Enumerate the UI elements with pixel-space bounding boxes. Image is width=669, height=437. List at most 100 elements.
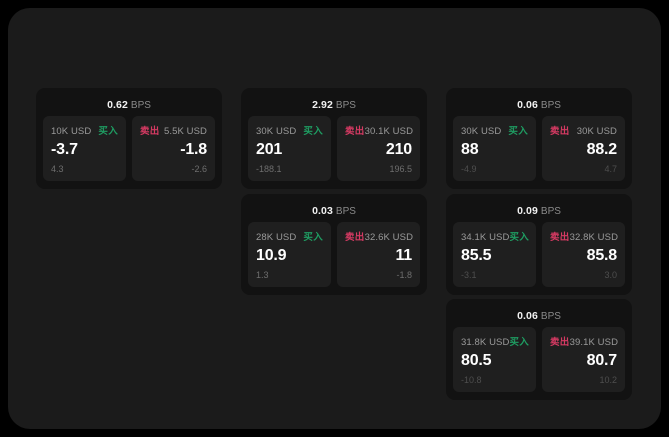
- quote-card[interactable]: 0.03 BPS 28K USD 买入 10.9 1.3: [241, 194, 427, 295]
- bps-value: 0.06: [517, 99, 538, 111]
- buy-quantity: 34.1K USD: [461, 232, 510, 243]
- card-sides: 28K USD 买入 10.9 1.3 卖出 32.6K USD: [248, 222, 420, 287]
- buy-price: 10.9: [256, 247, 287, 264]
- bps-unit-label: BPS: [540, 100, 561, 111]
- buy-delta: 4.3: [51, 164, 64, 174]
- card-header: 2.92 BPS: [248, 95, 420, 112]
- quote-card[interactable]: 0.06 BPS 31.8K USD 买入 80.5 -10.8: [446, 299, 632, 400]
- bps-value: 0.09: [517, 205, 538, 217]
- buy-price: -3.7: [51, 141, 78, 158]
- quote-slot-c3r1: 0.06 BPS 30K USD 买入 88 -4.9: [446, 88, 632, 189]
- sell-tag: 卖出: [550, 232, 570, 243]
- buy-side-panel[interactable]: 10K USD 买入 -3.7 4.3: [43, 116, 126, 181]
- sell-side-panel[interactable]: 卖出 5.5K USD -1.8 -2.6: [132, 116, 215, 181]
- buy-side-header: 34.1K USD 买入: [461, 229, 530, 243]
- bps-unit-label: BPS: [335, 206, 356, 217]
- sell-side-panel[interactable]: 卖出 30K USD 88.2 4.7: [542, 116, 625, 181]
- sell-price: 210: [385, 141, 412, 158]
- sell-quantity: 32.6K USD: [364, 232, 414, 243]
- buy-quantity: 28K USD: [256, 232, 297, 243]
- buy-side-header: 10K USD 买入: [51, 123, 118, 137]
- bps-value: 2.92: [312, 99, 333, 111]
- quote-card[interactable]: 0.62 BPS 10K USD 买入 -3.7 4.3: [36, 88, 222, 189]
- sell-tag: 卖出: [345, 232, 365, 243]
- sell-price: 88.2: [586, 141, 618, 158]
- quote-card[interactable]: 2.92 BPS 30K USD 买入 201 -188.1: [241, 88, 427, 189]
- card-header: 0.06 BPS: [453, 95, 625, 112]
- bps-unit-label: BPS: [335, 100, 356, 111]
- sell-side-header: 卖出 30.1K USD: [345, 123, 414, 137]
- card-sides: 30K USD 买入 88 -4.9 卖出 30K USD: [453, 116, 625, 181]
- buy-side-panel[interactable]: 30K USD 买入 201 -188.1: [248, 116, 331, 181]
- buy-quantity: 10K USD: [51, 126, 92, 137]
- quote-card[interactable]: 0.09 BPS 34.1K USD 买入 85.5 -3.1: [446, 194, 632, 295]
- sell-price: 11: [395, 247, 412, 264]
- sell-delta: 3.0: [604, 270, 617, 280]
- buy-tag: 买入: [98, 126, 118, 137]
- sell-quantity: 30.1K USD: [364, 126, 414, 137]
- bps-value: 0.62: [107, 99, 128, 111]
- sell-side-header: 卖出 5.5K USD: [140, 123, 207, 137]
- sell-quantity: 39.1K USD: [569, 337, 619, 348]
- card-sides: 34.1K USD 买入 85.5 -3.1 卖出 32.8K USD: [453, 222, 625, 287]
- sell-price: 80.7: [586, 352, 618, 369]
- buy-quantity: 30K USD: [461, 126, 502, 137]
- buy-price: 88: [461, 141, 479, 158]
- quote-slot-c1r1: 0.62 BPS 10K USD 买入 -3.7 4.3: [36, 88, 222, 189]
- sell-price: -1.8: [180, 141, 207, 158]
- quote-slot-c3r2: 0.09 BPS 34.1K USD 买入 85.5 -3.1: [446, 194, 632, 295]
- buy-tag: 买入: [303, 126, 323, 137]
- sell-quantity: 32.8K USD: [569, 232, 619, 243]
- buy-price: 85.5: [461, 247, 492, 264]
- bps-unit-label: BPS: [540, 206, 561, 217]
- sell-tag: 卖出: [345, 126, 365, 137]
- buy-delta: 1.3: [256, 270, 269, 280]
- buy-delta: -4.9: [461, 164, 477, 174]
- buy-tag: 买入: [303, 232, 323, 243]
- card-sides: 10K USD 买入 -3.7 4.3 卖出 5.5K USD: [43, 116, 215, 181]
- buy-price: 201: [256, 141, 283, 158]
- sell-tag: 卖出: [140, 126, 160, 137]
- buy-side-panel[interactable]: 34.1K USD 买入 85.5 -3.1: [453, 222, 536, 287]
- buy-side-header: 30K USD 买入: [461, 123, 528, 137]
- buy-side-panel[interactable]: 31.8K USD 买入 80.5 -10.8: [453, 327, 536, 392]
- quote-slot-c2r1: 2.92 BPS 30K USD 买入 201 -188.1: [241, 88, 427, 189]
- buy-side-header: 28K USD 买入: [256, 229, 323, 243]
- sell-side-header: 卖出 32.8K USD: [550, 229, 619, 243]
- quote-slot-c3r3: 0.06 BPS 31.8K USD 买入 80.5 -10.8: [446, 299, 632, 400]
- sell-delta: 4.7: [604, 164, 617, 174]
- card-header: 0.62 BPS: [43, 95, 215, 112]
- buy-tag: 买入: [508, 126, 528, 137]
- sell-side-header: 卖出 39.1K USD: [550, 334, 619, 348]
- card-sides: 30K USD 买入 201 -188.1 卖出 30.1K USD: [248, 116, 420, 181]
- sell-side-header: 卖出 30K USD: [550, 123, 617, 137]
- buy-tag: 买入: [509, 337, 530, 348]
- quote-card-grid: 0.62 BPS 10K USD 买入 -3.7 4.3: [36, 80, 640, 400]
- sell-side-panel[interactable]: 卖出 39.1K USD 80.7 10.2: [542, 327, 625, 392]
- sell-delta: -2.6: [191, 164, 207, 174]
- buy-quantity: 30K USD: [256, 126, 297, 137]
- sell-side-panel[interactable]: 卖出 32.6K USD 11 -1.8: [337, 222, 420, 287]
- sell-delta: -1.8: [396, 270, 412, 280]
- buy-side-header: 30K USD 买入: [256, 123, 323, 137]
- sell-side-panel[interactable]: 卖出 32.8K USD 85.8 3.0: [542, 222, 625, 287]
- buy-price: 80.5: [461, 352, 492, 369]
- card-header: 0.06 BPS: [453, 306, 625, 323]
- quote-slot-c2r2: 0.03 BPS 28K USD 买入 10.9 1.3: [241, 194, 427, 295]
- bps-unit-label: BPS: [540, 311, 561, 322]
- sell-side-header: 卖出 32.6K USD: [345, 229, 414, 243]
- buy-side-header: 31.8K USD 买入: [461, 334, 530, 348]
- sell-tag: 卖出: [550, 126, 570, 137]
- sell-side-panel[interactable]: 卖出 30.1K USD 210 196.5: [337, 116, 420, 181]
- quote-board-surface: 0.62 BPS 10K USD 买入 -3.7 4.3: [8, 8, 661, 429]
- sell-quantity: 5.5K USD: [163, 126, 207, 137]
- sell-delta: 10.2: [599, 375, 617, 385]
- buy-side-panel[interactable]: 30K USD 买入 88 -4.9: [453, 116, 536, 181]
- buy-side-panel[interactable]: 28K USD 买入 10.9 1.3: [248, 222, 331, 287]
- buy-tag: 买入: [509, 232, 530, 243]
- quote-card[interactable]: 0.06 BPS 30K USD 买入 88 -4.9: [446, 88, 632, 189]
- buy-delta: -3.1: [461, 270, 477, 280]
- sell-price: 85.8: [586, 247, 618, 264]
- buy-quantity: 31.8K USD: [461, 337, 510, 348]
